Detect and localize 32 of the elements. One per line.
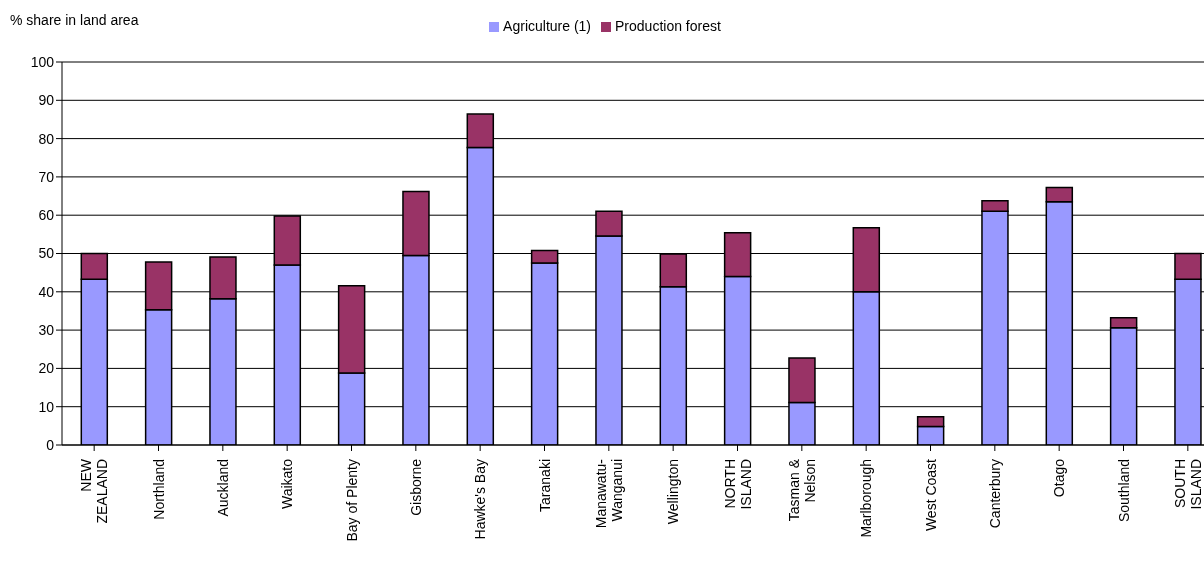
y-tick-label: 90 — [38, 92, 55, 109]
y-tick-label: 40 — [38, 283, 55, 300]
x-tick-label: Marlborough — [858, 459, 875, 538]
x-tick-label: Bay of Plenty — [343, 459, 360, 542]
x-tick-label: NORTH ISLAND — [721, 459, 754, 510]
legend-label: Agriculture (1) — [503, 18, 592, 34]
x-tick-label: Manawatu- Wanganui — [592, 458, 625, 529]
x-tick-label: Canterbury — [986, 459, 1003, 529]
y-tick-label: 80 — [38, 130, 55, 147]
x-tick-label: NEW ZEALAND — [78, 458, 111, 524]
y-tick-label: 20 — [38, 360, 55, 377]
x-tick-label: Gisborne — [407, 458, 424, 516]
legend-label: Production forest — [615, 18, 721, 34]
x-tick-label: Auckland — [214, 459, 231, 517]
y-tick-label: 10 — [38, 398, 55, 415]
x-tick-label: Southland — [1115, 459, 1132, 523]
x-tick-label: Taranaki — [536, 459, 553, 512]
y-tick-label: 0 — [46, 436, 55, 453]
x-tick-label: Wellington — [665, 459, 682, 525]
x-tick-label: Otago — [1051, 458, 1068, 498]
x-tick-label: Waikato — [279, 458, 296, 510]
y-tick-label: 30 — [38, 322, 55, 339]
x-tick-label: Tasman & Nelson — [785, 458, 818, 522]
x-tick-label: Hawke's Bay — [472, 459, 489, 540]
y-tick-label: 50 — [38, 245, 55, 262]
y-tick-label: 70 — [38, 168, 55, 185]
y-axis-title: % share in land area — [10, 12, 139, 28]
x-tick-label: SOUTH ISLAND — [1171, 459, 1204, 510]
x-tick-label: Northland — [150, 459, 167, 520]
y-tick-label: 100 — [30, 53, 55, 70]
x-tick-label: West Coast — [922, 458, 939, 532]
y-tick-label: 60 — [38, 207, 55, 224]
